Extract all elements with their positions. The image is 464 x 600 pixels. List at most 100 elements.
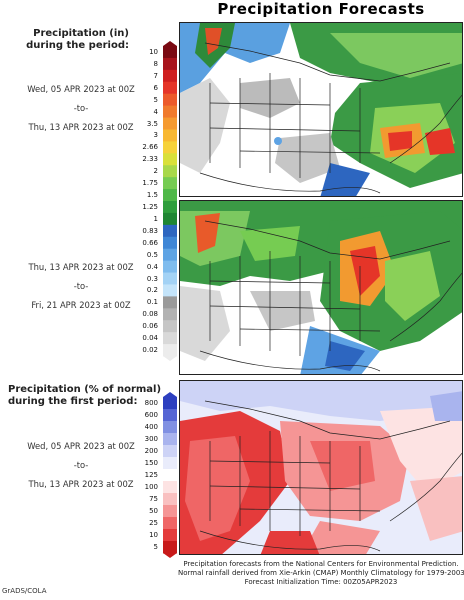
- pct-colorbar-tick-label: 50: [149, 507, 158, 515]
- period3-dates: Wed, 05 APR 2023 at 00Z -to- Thu, 13 APR…: [0, 437, 162, 494]
- precip-map-period1-image: [180, 23, 462, 196]
- precip-map-period2-image: [180, 201, 462, 374]
- pct-colorbar-labels: 800 600 400 300 200 150 125 100 75 50 25 10 5: [130, 397, 160, 553]
- precip-colorbar-swatch: [163, 46, 177, 59]
- period3-to: -to-: [73, 460, 89, 470]
- pct-normal-map-image: [180, 381, 462, 554]
- pct-colorbar-swatch: [163, 445, 177, 458]
- pct-colorbar-tick-label: 75: [149, 495, 158, 503]
- precip-colorbar-tick-label: 6: [153, 83, 158, 92]
- precip-map-period2: [179, 200, 463, 375]
- pct-label-line1: Precipitation (% of normal): [8, 384, 162, 395]
- precip-colorbar-swatch: [163, 332, 177, 345]
- precip-colorbar-tick-label: 4: [153, 107, 158, 116]
- pct-colorbar-swatch: [163, 481, 177, 494]
- period2-dates: Thu, 13 APR 2023 at 00Z -to- Fri, 21 APR…: [0, 258, 162, 315]
- period3-start: Wed, 05 APR 2023 at 00Z: [27, 441, 135, 451]
- page-title: Precipitation Forecasts: [217, 0, 425, 18]
- precip-label-line2: during the period:: [26, 40, 129, 51]
- precip-colorbar-swatch: [163, 189, 177, 202]
- period1-end: Thu, 13 APR 2023 at 00Z: [28, 122, 134, 132]
- precip-colorbar-tick-label: 5: [153, 95, 158, 104]
- precip-colorbar-swatch: [163, 129, 177, 142]
- precip-colorbar-swatch: [163, 284, 177, 297]
- footer: Precipitation forecasts from the Nationa…: [178, 560, 464, 587]
- pct-colorbar-swatch: [163, 505, 177, 518]
- precip-colorbar-swatch: [163, 224, 177, 238]
- footer-line3: Forecast Initialization Time: 00Z05APR20…: [244, 578, 398, 586]
- period2-start: Thu, 13 APR 2023 at 00Z: [28, 262, 134, 272]
- precip-colorbar-tick-label: 3: [153, 131, 158, 140]
- precip-map-period1: [179, 22, 463, 197]
- period1-dates: Wed, 05 APR 2023 at 00Z -to- Thu, 13 APR…: [0, 80, 162, 137]
- pct-colorbar-tick-label: 5: [153, 543, 158, 551]
- pct-colorbar-swatch: [163, 457, 177, 470]
- precip-colorbar-swatch: [163, 320, 177, 333]
- precip-colorbar-swatch: [163, 117, 177, 130]
- precip-colorbar-swatch: [163, 141, 177, 154]
- pct-colorbar: [163, 392, 177, 558]
- precip-colorbar-swatch: [163, 296, 177, 309]
- precip-colorbar-tick-label: 0.3: [146, 274, 158, 283]
- precip-colorbar-swatch: [163, 69, 177, 83]
- pct-colorbar-tick-label: 100: [144, 483, 158, 491]
- pct-colorbar-tick-label: 200: [144, 447, 158, 455]
- pct-colorbar-swatch: [163, 529, 177, 542]
- precip-colorbar-tick-label: 0.02: [142, 346, 158, 355]
- precip-colorbar-tick-label: 2: [153, 167, 158, 176]
- precip-colorbar-tick-label: 1.75: [142, 179, 158, 188]
- pct-colorbar-tick-label: 150: [144, 459, 158, 467]
- pct-colorbar-swatch: [163, 397, 177, 410]
- precip-colorbar-swatch: [163, 57, 177, 71]
- period3-end: Thu, 13 APR 2023 at 00Z: [28, 479, 134, 489]
- precip-colorbar-swatch: [163, 212, 177, 226]
- precip-colorbar-swatch: [163, 236, 177, 250]
- precip-colorbar-swatch: [163, 165, 177, 178]
- footer-line2: Normal rainfall derived from Xie-Arkin (…: [178, 569, 464, 577]
- period1-start: Wed, 05 APR 2023 at 00Z: [27, 84, 135, 94]
- precip-label-line1: Precipitation (in): [33, 28, 129, 39]
- precip-colorbar-tick-label: 0.4: [146, 262, 158, 271]
- credit-label: GrADS/COLA: [2, 587, 47, 595]
- pct-normal-map: [179, 380, 463, 555]
- pct-colorbar-tick-label: 400: [144, 423, 158, 431]
- precip-colorbar-swatch: [163, 272, 177, 285]
- pct-colorbar-swatch: [163, 469, 177, 482]
- pct-colorbar-tick-label: 300: [144, 435, 158, 443]
- precip-colorbar-tick-label: 1.5: [146, 191, 158, 200]
- pct-colorbar-swatch: [163, 409, 177, 422]
- precip-colorbar-swatch: [163, 308, 177, 321]
- precip-colorbar: [163, 41, 177, 361]
- pct-colorbar-tick-label: 125: [144, 471, 158, 479]
- precip-colorbar-tick-label: 0.66: [142, 238, 158, 247]
- precip-colorbar-swatch: [163, 81, 177, 95]
- precip-colorbar-tick-label: 0.1: [146, 298, 158, 307]
- pct-colorbar-swatch: [163, 493, 177, 506]
- precip-colorbar-tick-label: 0.83: [142, 226, 158, 235]
- pct-colorbar-tick-label: 25: [149, 519, 158, 527]
- precip-colorbar-tick-label: 8: [153, 59, 158, 68]
- pct-label-line2: during the first period:: [8, 396, 138, 407]
- precip-colorbar-tick-label: 0.2: [146, 286, 158, 295]
- precip-colorbar-swatch: [163, 344, 177, 357]
- precip-colorbar-swatch: [163, 201, 177, 214]
- precip-colorbar-tick-label: 7: [153, 71, 158, 80]
- precip-colorbar-swatch: [163, 248, 177, 262]
- period2-to: -to-: [73, 281, 89, 291]
- precip-colorbar-swatch: [163, 177, 177, 190]
- precip-colorbar-tick-label: 0.5: [146, 250, 158, 259]
- pct-colorbar-tick-label: 600: [144, 411, 158, 419]
- precip-colorbar-swatch: [163, 260, 177, 274]
- precip-colorbar-tick-label: 1.25: [142, 203, 158, 211]
- pct-colorbar-swatch: [163, 421, 177, 434]
- pct-colorbar-swatch: [163, 433, 177, 446]
- period1-to: -to-: [73, 103, 89, 113]
- precip-colorbar-tick-label: 1: [153, 214, 158, 223]
- precip-colorbar-tick-label: 0.06: [142, 322, 158, 331]
- precip-colorbar-tick-label: 2.33: [142, 155, 158, 164]
- precip-colorbar-tick-label: 10: [149, 48, 158, 56]
- period2-end: Fri, 21 APR 2023 at 00Z: [31, 300, 131, 310]
- footer-line1: Precipitation forecasts from the Nationa…: [183, 560, 459, 568]
- pct-colorbar-swatch: [163, 517, 177, 530]
- pct-colorbar-swatch: [163, 541, 177, 554]
